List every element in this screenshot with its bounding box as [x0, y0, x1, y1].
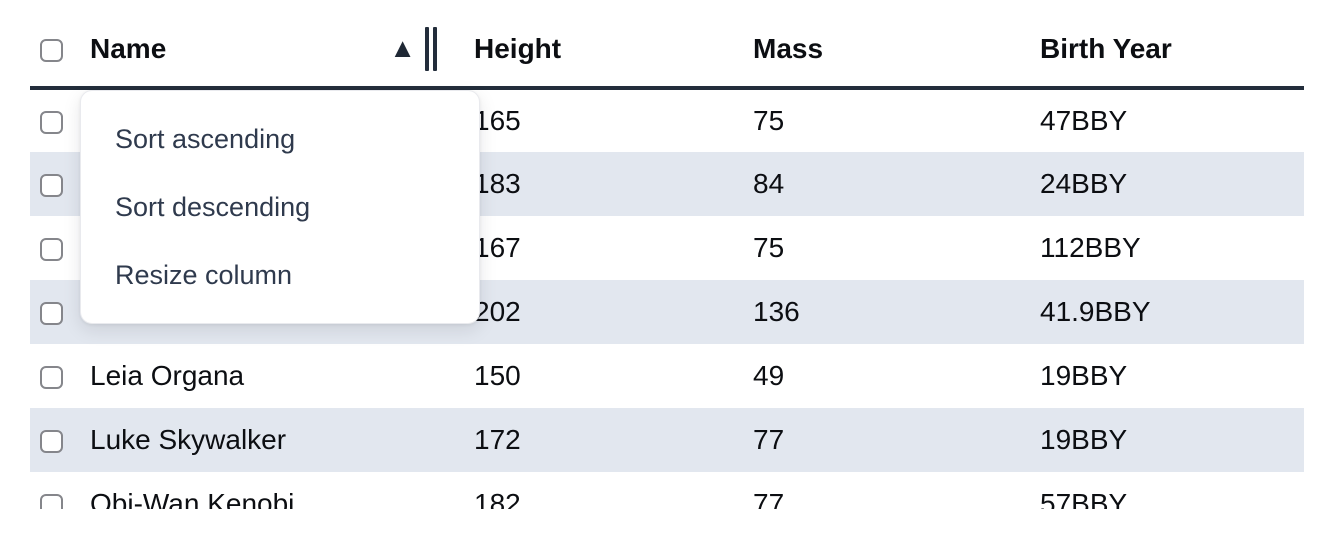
select-all-header-cell	[30, 0, 90, 90]
row-checkbox-cell	[30, 88, 90, 152]
cell-mass: 77	[753, 424, 785, 455]
row-checkbox[interactable]	[40, 430, 63, 454]
table-row: 167 75 112BBY	[30, 216, 1304, 280]
row-checkbox[interactable]	[40, 238, 63, 262]
row-checkbox[interactable]	[40, 174, 63, 198]
cell-mass: 77	[753, 488, 785, 509]
row-checkbox-cell	[30, 216, 90, 280]
row-checkbox[interactable]	[40, 494, 63, 509]
cell-mass: 75	[753, 232, 785, 263]
cell-height: 165	[474, 105, 521, 136]
row-checkbox-cell	[30, 280, 90, 344]
column-context-menu: Sort ascending Sort descending Resize co…	[80, 90, 480, 324]
cell-birth-year: 41.9BBY	[1040, 296, 1151, 327]
column-resize-handle[interactable]	[425, 27, 437, 71]
cell-mass: 136	[753, 296, 800, 327]
cell-height: 150	[474, 360, 521, 391]
cell-birth-year: 57BBY	[1040, 488, 1128, 509]
cell-height: 202	[474, 296, 521, 327]
cell-birth-year: 19BBY	[1040, 424, 1128, 455]
row-checkbox[interactable]	[40, 111, 63, 135]
cell-mass: 75	[753, 105, 785, 136]
cell-height: 172	[474, 424, 521, 455]
cell-height: 167	[474, 232, 521, 263]
column-header-mass[interactable]: Mass	[733, 0, 1020, 90]
menu-item-sort-ascending[interactable]: Sort ascending	[115, 123, 296, 154]
cell-birth-year: 24BBY	[1040, 168, 1128, 199]
column-header-height[interactable]: Height	[454, 0, 733, 90]
row-checkbox-cell	[30, 408, 90, 472]
menu-item-sort-descending[interactable]: Sort descending	[115, 191, 311, 222]
row-checkbox[interactable]	[40, 366, 63, 390]
sort-ascending-icon: ▲	[389, 32, 416, 63]
table-row: 165 75 47BBY	[30, 88, 1304, 152]
row-checkbox-cell	[30, 344, 90, 408]
column-header-name-label: Name	[90, 33, 167, 64]
cell-height: 182	[474, 488, 521, 509]
column-header-name[interactable]: Name ▲	[90, 0, 454, 90]
header-row: Name ▲ Height Mass Birth Year	[30, 0, 1304, 90]
cell-name: Luke Skywalker	[90, 424, 287, 455]
cell-height: 183	[474, 168, 521, 199]
row-checkbox-cell	[30, 152, 90, 216]
cell-name: Leia Organa	[90, 360, 245, 391]
cell-birth-year: 19BBY	[1040, 360, 1128, 391]
cell-mass: 84	[753, 168, 785, 199]
cell-name: Obi-Wan Kenobi	[90, 488, 295, 509]
select-all-checkbox[interactable]	[40, 39, 63, 63]
table-row: Leia Organa 150 49 19BBY	[30, 344, 1304, 408]
row-checkbox[interactable]	[40, 302, 63, 326]
row-checkbox-cell	[30, 472, 90, 509]
column-header-birth-year[interactable]: Birth Year	[1020, 0, 1304, 90]
cell-birth-year: 112BBY	[1040, 232, 1141, 263]
table-row: Obi-Wan Kenobi 182 77 57BBY	[30, 472, 1304, 509]
table-row: Luke Skywalker 172 77 19BBY	[30, 408, 1304, 472]
cell-birth-year: 47BBY	[1040, 105, 1128, 136]
cell-mass: 49	[753, 360, 785, 391]
menu-item-resize-column[interactable]: Resize column	[115, 259, 293, 290]
